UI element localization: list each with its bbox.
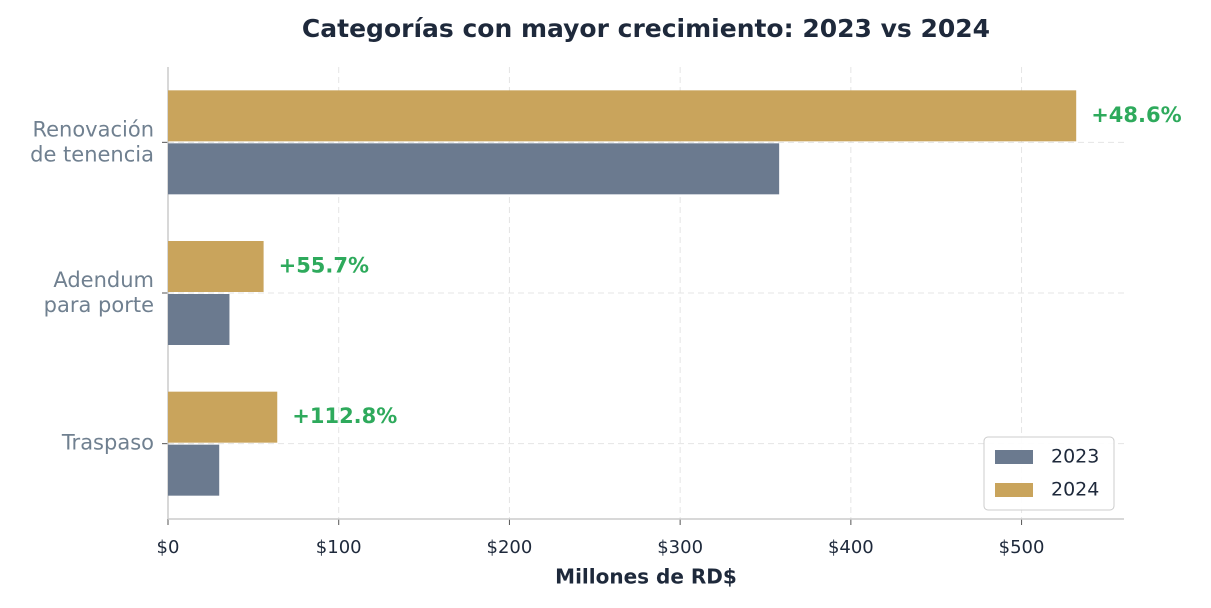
legend-label: 2023 xyxy=(1051,446,1099,468)
growth-label: +55.7% xyxy=(279,254,369,278)
y-tick-label: Adendum para porte xyxy=(44,268,154,317)
bar xyxy=(168,90,1077,142)
x-tick-label: $0 xyxy=(157,537,180,558)
chart-title: Categorías con mayor crecimiento: 2023 v… xyxy=(302,14,990,43)
legend-swatch xyxy=(995,450,1033,464)
x-tick-label: $400 xyxy=(828,537,874,558)
legend-label: 2024 xyxy=(1051,479,1099,501)
x-tick-label: $200 xyxy=(487,537,533,558)
x-axis-label: Millones de RD$ xyxy=(555,565,737,589)
x-tick-label: $500 xyxy=(999,537,1045,558)
legend-swatch xyxy=(995,483,1033,497)
bar xyxy=(168,391,278,443)
bar xyxy=(168,143,780,195)
x-tick-label: $300 xyxy=(657,537,703,558)
growth-label: +112.8% xyxy=(292,404,397,428)
bar xyxy=(168,241,264,292)
x-tick-label: $100 xyxy=(316,537,362,558)
bar xyxy=(168,294,230,345)
y-tick-label: Traspaso xyxy=(61,431,154,455)
bar xyxy=(168,444,220,496)
y-tick-label: Renovación de tenencia xyxy=(30,117,154,166)
growth-label: +48.6% xyxy=(1091,103,1181,127)
